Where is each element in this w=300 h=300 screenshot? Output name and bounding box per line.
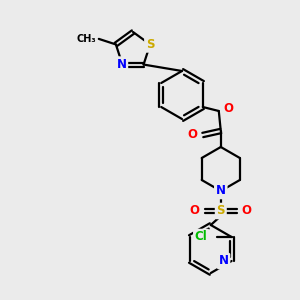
Text: N: N [219,254,229,268]
Text: S: S [217,205,225,218]
Text: O: O [188,128,198,142]
Text: O: O [190,205,200,218]
Text: S: S [146,38,154,51]
Text: Cl: Cl [195,230,208,244]
Text: N: N [116,58,126,71]
Text: N: N [216,184,226,197]
Text: O: O [224,103,234,116]
Text: O: O [242,205,252,218]
Text: CH₃: CH₃ [76,34,96,44]
